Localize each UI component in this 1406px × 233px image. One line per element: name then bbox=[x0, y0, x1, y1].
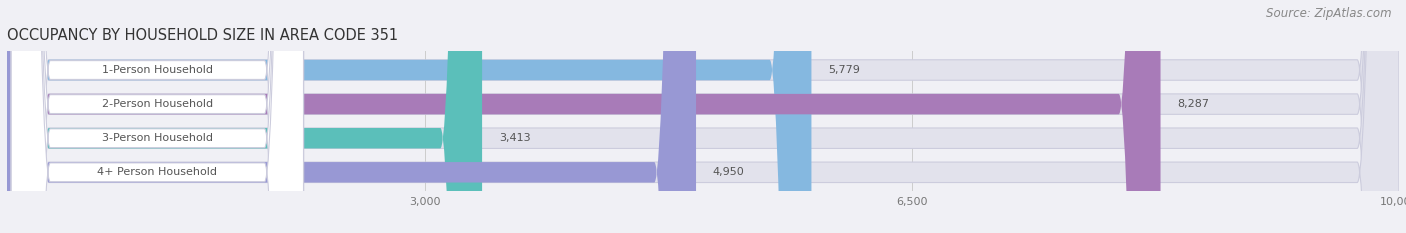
Text: 4,950: 4,950 bbox=[713, 167, 745, 177]
Text: Source: ZipAtlas.com: Source: ZipAtlas.com bbox=[1267, 7, 1392, 20]
Text: 2-Person Household: 2-Person Household bbox=[101, 99, 212, 109]
FancyBboxPatch shape bbox=[11, 0, 304, 233]
FancyBboxPatch shape bbox=[11, 0, 304, 233]
FancyBboxPatch shape bbox=[11, 0, 304, 233]
Text: 1-Person Household: 1-Person Household bbox=[101, 65, 212, 75]
Text: 3-Person Household: 3-Person Household bbox=[101, 133, 212, 143]
FancyBboxPatch shape bbox=[7, 0, 811, 233]
FancyBboxPatch shape bbox=[7, 0, 1399, 233]
FancyBboxPatch shape bbox=[7, 0, 1399, 233]
FancyBboxPatch shape bbox=[7, 0, 1399, 233]
Text: OCCUPANCY BY HOUSEHOLD SIZE IN AREA CODE 351: OCCUPANCY BY HOUSEHOLD SIZE IN AREA CODE… bbox=[7, 28, 398, 43]
Text: 8,287: 8,287 bbox=[1177, 99, 1209, 109]
Text: 3,413: 3,413 bbox=[499, 133, 530, 143]
FancyBboxPatch shape bbox=[11, 0, 304, 233]
Text: 5,779: 5,779 bbox=[828, 65, 860, 75]
FancyBboxPatch shape bbox=[7, 0, 1399, 233]
FancyBboxPatch shape bbox=[7, 0, 1160, 233]
FancyBboxPatch shape bbox=[7, 0, 482, 233]
Text: 4+ Person Household: 4+ Person Household bbox=[97, 167, 218, 177]
FancyBboxPatch shape bbox=[7, 0, 696, 233]
